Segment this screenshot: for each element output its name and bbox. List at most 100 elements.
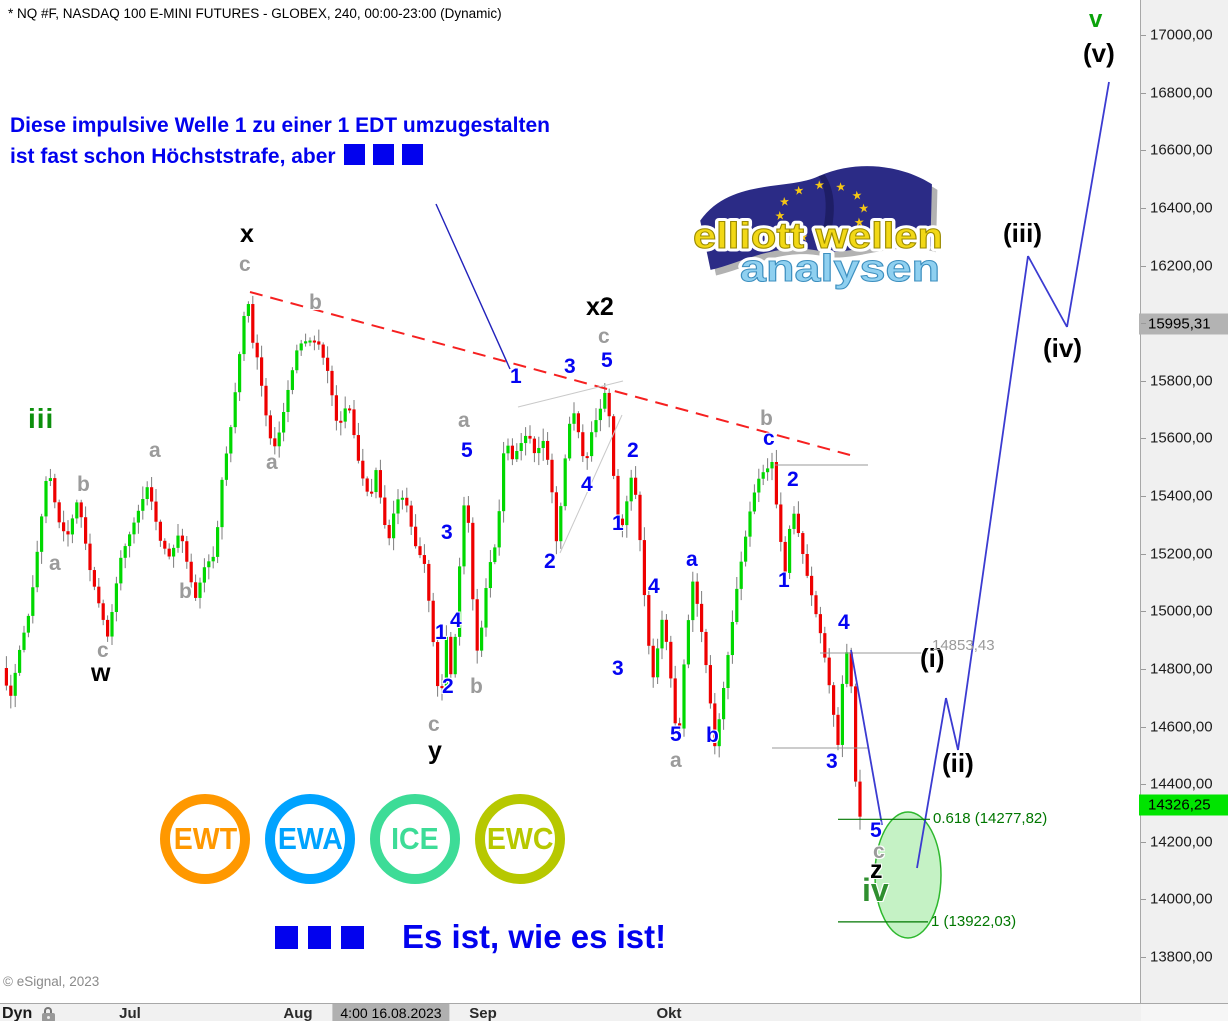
blue-square bbox=[372, 144, 394, 165]
axis-tick bbox=[1141, 92, 1146, 94]
axis-tick bbox=[1141, 553, 1146, 555]
svg-text:★: ★ bbox=[858, 201, 870, 216]
wave-label-a: a bbox=[458, 409, 470, 432]
price-axis-label: 15400,00 bbox=[1150, 487, 1213, 505]
axis-tick bbox=[1141, 611, 1146, 613]
axis-tick bbox=[1141, 957, 1146, 958]
price-axis-label: 13800,00 bbox=[1150, 948, 1213, 966]
wave-label-z: z bbox=[870, 856, 883, 884]
logo-word2: analysen bbox=[740, 248, 940, 290]
price-axis-label: 14600,00 bbox=[1150, 718, 1213, 735]
comment-line-1: Diese impulsive Welle 1 zu einer 1 EDT u… bbox=[10, 114, 550, 137]
price-axis-label: 16800,00 bbox=[1150, 84, 1213, 102]
wave-label-1: 1 bbox=[510, 365, 522, 388]
wave-label-2: 2 bbox=[544, 550, 556, 573]
axis-tick bbox=[1141, 899, 1146, 901]
svg-text:★: ★ bbox=[818, 231, 830, 246]
candlestick-chart bbox=[4, 81, 1110, 939]
wave-label-c: c bbox=[598, 325, 610, 348]
wave-label-a: a bbox=[149, 439, 161, 462]
axis-tick bbox=[1141, 150, 1146, 152]
price-axis-label: 14400,00 bbox=[1150, 775, 1213, 793]
price-axis-label: 14000,00 bbox=[1150, 890, 1213, 908]
svg-text:★: ★ bbox=[793, 183, 805, 198]
blue-square bbox=[275, 925, 298, 949]
wave-label-c: c bbox=[873, 840, 885, 863]
wave-label-iii: (iii) bbox=[1003, 218, 1042, 248]
chart-area[interactable]: * NQ #F, NASDAQ 100 E-MINI FUTURES - GLO… bbox=[0, 0, 1140, 1003]
badge-ewc: EWC bbox=[475, 794, 565, 884]
axis-tick bbox=[1141, 726, 1146, 728]
svg-text:★: ★ bbox=[781, 221, 793, 236]
svg-text:★: ★ bbox=[797, 230, 809, 245]
price-axis[interactable]: 15995,31 14326,25 17000,00 16800,00 16600,… bbox=[1139, 0, 1228, 1003]
last-price-badge: 14326,25 bbox=[1139, 794, 1228, 816]
blue-square bbox=[343, 144, 365, 165]
price-axis-label: 14200,00 bbox=[1150, 833, 1213, 851]
axis-tick bbox=[1141, 380, 1146, 382]
elliott-wellen-analysen-logo: ★ ★★★★★★★★★★★ elliott wellen elliott well… bbox=[690, 166, 947, 290]
crosshair-date-box: 4:00 16.08.2023 bbox=[332, 1004, 450, 1021]
wave-label-4: 4 bbox=[838, 611, 850, 634]
wave-label-2: 2 bbox=[442, 675, 454, 698]
month-label-aug: Aug bbox=[283, 1005, 313, 1021]
price-axis-label: 14800,00 bbox=[1150, 660, 1213, 678]
time-axis[interactable]: Dyn Jul Aug Sep Okt 4:00 16.08.2023 bbox=[0, 1003, 1228, 1021]
price-axis-label: 16400,00 bbox=[1150, 199, 1213, 217]
wave-label-4: 4 bbox=[450, 609, 462, 632]
fib-level-label: 1 (13922,03) bbox=[931, 912, 1017, 930]
svg-text:★: ★ bbox=[851, 188, 863, 203]
wave-label-x2: x2 bbox=[586, 293, 614, 321]
blue-squares bbox=[275, 925, 374, 949]
axis-tick bbox=[1141, 496, 1146, 497]
blue-squares bbox=[336, 141, 423, 172]
wave-label-3: 3 bbox=[441, 521, 453, 544]
wave-label-iii: iii bbox=[28, 403, 55, 434]
svg-text:★: ★ bbox=[839, 226, 851, 241]
axis-tick bbox=[1141, 323, 1146, 325]
wave-label-a: a bbox=[49, 552, 61, 575]
wave-label-c: c bbox=[763, 427, 775, 450]
logo-word2-outline: analysen bbox=[740, 248, 940, 290]
axis-tick bbox=[1141, 438, 1146, 440]
esignal-copyright: © eSignal, 2023 bbox=[3, 974, 100, 989]
wave-label-5: 5 bbox=[601, 349, 613, 372]
svg-text:★: ★ bbox=[774, 208, 786, 223]
service-badges: EWT EWA ICE EWC bbox=[160, 794, 580, 884]
wave-label-b: b bbox=[179, 580, 192, 603]
wave-label-5: 5 bbox=[870, 819, 882, 842]
wave-label-v: v bbox=[1089, 6, 1103, 33]
price-axis-label: 17000,00 bbox=[1150, 26, 1213, 44]
month-label-jul: Jul bbox=[119, 1005, 141, 1021]
dyn-label: Dyn bbox=[2, 1005, 33, 1021]
badge-ewt: EWT bbox=[160, 794, 250, 884]
price-axis-label: 15600,00 bbox=[1150, 429, 1213, 447]
dyn-scale-button[interactable]: Dyn bbox=[2, 1005, 56, 1021]
wave-label-x: x bbox=[240, 220, 254, 248]
axis-tick bbox=[1141, 784, 1146, 786]
month-label-sep: Sep bbox=[469, 1005, 497, 1021]
wave-label-2: 2 bbox=[627, 439, 639, 462]
blue-square bbox=[308, 925, 331, 949]
badge-ice: ICE bbox=[370, 794, 460, 884]
wave-label-c: c bbox=[428, 713, 440, 736]
axis-corner bbox=[1141, 1004, 1228, 1021]
eu-flag bbox=[700, 166, 932, 270]
flag-fold bbox=[817, 174, 834, 252]
lock-icon[interactable] bbox=[41, 1006, 56, 1021]
wave-label-c: c bbox=[97, 639, 109, 662]
wave-label-a: a bbox=[266, 451, 278, 474]
wave-label-b: b bbox=[77, 473, 90, 496]
wave-label-b: b bbox=[470, 675, 483, 698]
logo-word1: elliott wellen bbox=[693, 215, 943, 256]
axis-tick bbox=[1141, 668, 1146, 670]
price-axis-label: 15200,00 bbox=[1150, 545, 1213, 563]
measured-level-label: 14853,43 bbox=[932, 637, 995, 654]
wave-label-a: a bbox=[686, 548, 698, 571]
svg-text:★: ★ bbox=[835, 179, 847, 194]
wave-label-w: w bbox=[91, 659, 111, 687]
previous-close-badge: 15995,31 bbox=[1139, 313, 1228, 335]
wave-label-1: 1 bbox=[435, 621, 447, 644]
wave-label-4: 4 bbox=[581, 473, 593, 496]
